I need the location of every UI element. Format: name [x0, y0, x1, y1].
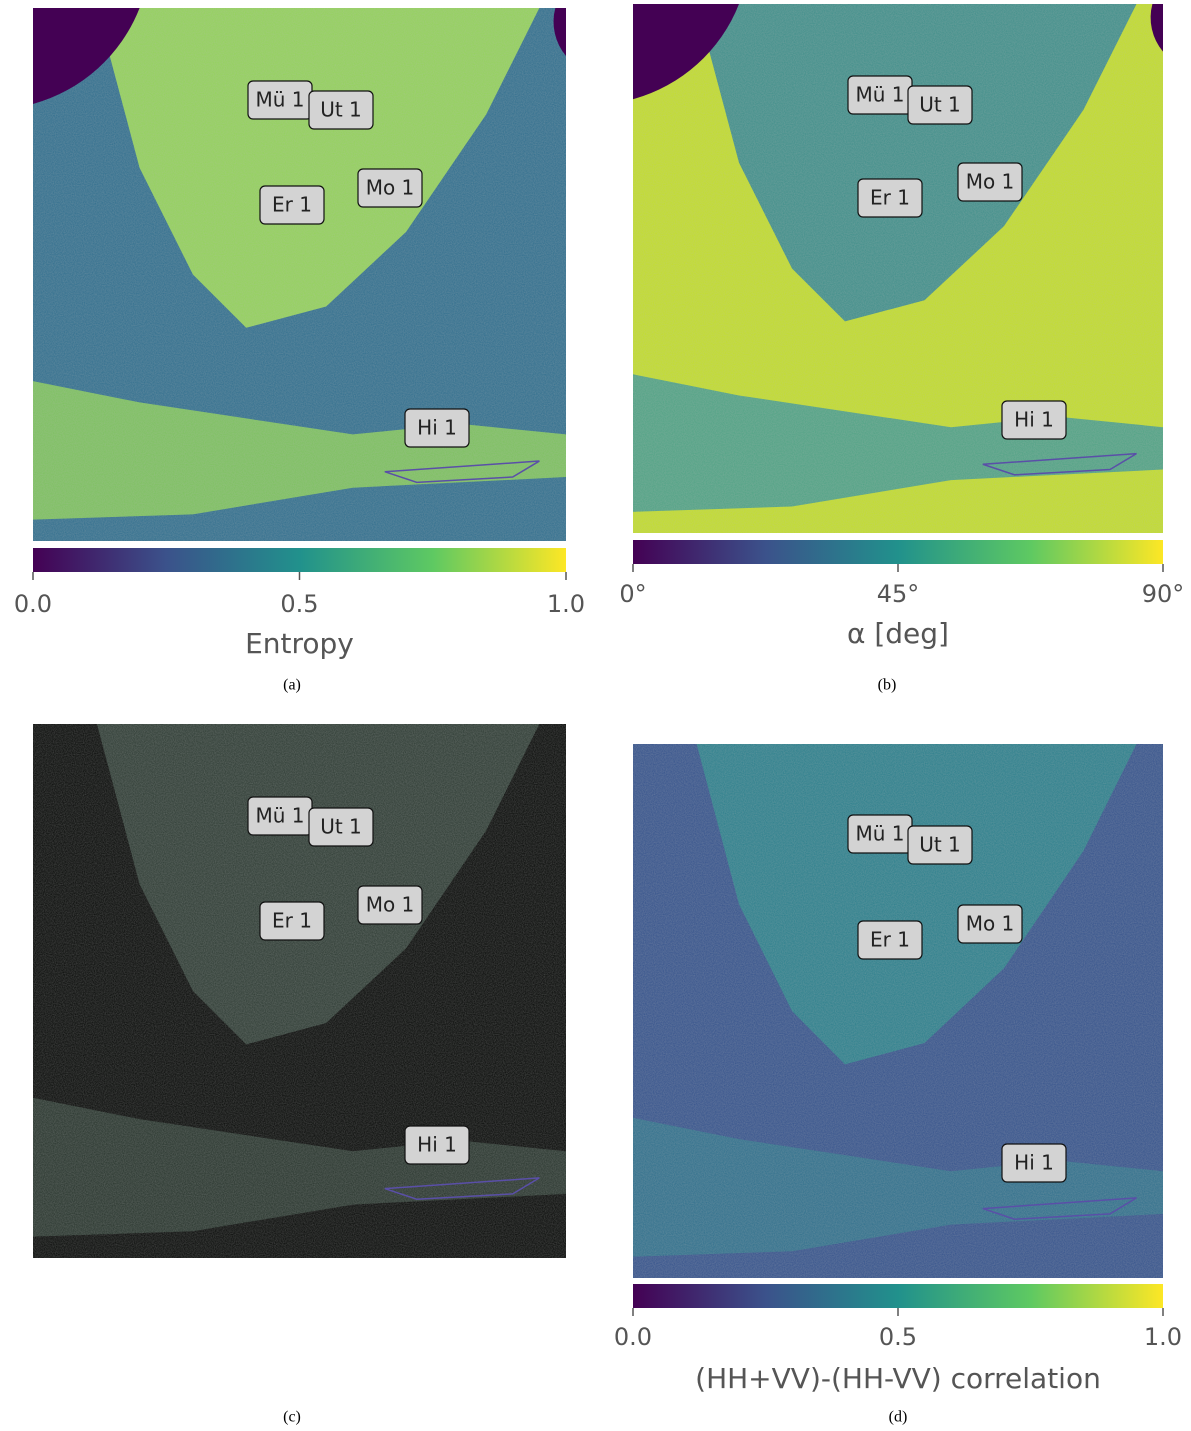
region-label: Er 1	[870, 186, 910, 210]
colorbar-tick-label: 1.0	[1144, 1323, 1182, 1351]
region-label: Ut 1	[919, 93, 961, 117]
colorbar-label: α [deg]	[847, 617, 949, 650]
colorbar	[633, 1284, 1163, 1308]
colorbar-tick-label: 45°	[877, 580, 920, 608]
colorbar-tick-label: 0.5	[879, 1323, 917, 1351]
colorbar-tick-label: 90°	[1142, 580, 1185, 608]
region-label: Mo 1	[366, 176, 415, 200]
region-label: Er 1	[272, 193, 312, 217]
region-label: Mo 1	[366, 893, 415, 917]
colorbar	[33, 548, 566, 572]
colorbar-tick-label: 0°	[619, 580, 646, 608]
region-label: Hi 1	[1014, 408, 1054, 432]
panel-caption: (d)	[889, 1409, 908, 1426]
region-label: Ut 1	[919, 833, 961, 857]
colorbar-tick-label: 0.0	[614, 1323, 652, 1351]
region-label: Mü 1	[855, 83, 904, 107]
region-label: Mü 1	[855, 822, 904, 846]
region-label: Mü 1	[255, 804, 304, 828]
region-label: Hi 1	[1014, 1151, 1054, 1175]
region-label: Ut 1	[320, 815, 362, 839]
region-label: Hi 1	[417, 416, 457, 440]
colorbar-label: (HH+VV)-(HH-VV) correlation	[695, 1362, 1101, 1395]
colorbar-label: Entropy	[245, 627, 354, 660]
region-label: Mo 1	[966, 170, 1015, 194]
panel-caption: (c)	[283, 1409, 301, 1426]
panel: Mü 1 Ut 1 Mo 1 Er 1 Hi 1 (c)	[33, 724, 566, 1426]
colorbar-tick-label: 0.0	[14, 590, 52, 618]
figure: Mü 1Ut 1Mo 1Er 1Hi 10.00.51.0Entropy(a)M…	[0, 0, 1191, 1431]
colorbar-tick-label: 1.0	[547, 590, 585, 618]
panel: Mü 1 Ut 1 Mo 1 Er 1 Hi 1 0° 45° 90° α [deg] (b)	[619, 4, 1184, 694]
panel: Mü 1 Ut 1 Mo 1 Er 1 Hi 1 0.0 0.5 1.0 (HH+VV)-(HH…	[614, 744, 1182, 1426]
region-label: Ut 1	[320, 98, 362, 122]
region-label: Er 1	[272, 909, 312, 933]
colorbar-tick-label: 0.5	[280, 590, 318, 618]
region-label: Er 1	[870, 928, 910, 952]
panel: Mü 1 Ut 1 Mo 1 Er 1 Hi 1 0.0 0.5 1.0 Entropy (a)	[14, 8, 585, 694]
colorbar	[633, 540, 1163, 564]
region-label: Mü 1	[255, 88, 304, 112]
region-label: Mo 1	[966, 912, 1015, 936]
region-label: Hi 1	[417, 1133, 457, 1157]
panel-caption: (a)	[283, 677, 301, 694]
panel-caption: (b)	[878, 677, 897, 694]
